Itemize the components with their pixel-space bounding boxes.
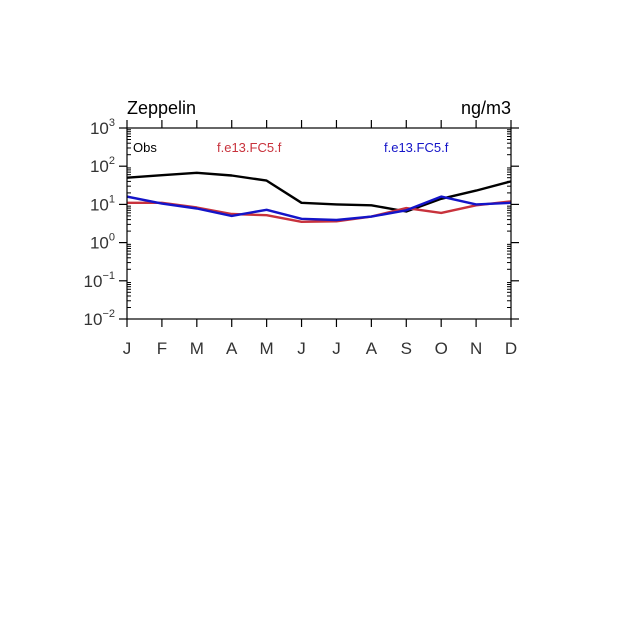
legend-label: Obs (133, 140, 157, 155)
series-lines (126, 171, 512, 224)
x-tick-label: J (297, 339, 306, 358)
y-tick-label: 101 (90, 193, 115, 214)
x-tick-label: F (157, 339, 167, 358)
y-tick-label: 10−1 (84, 270, 115, 291)
x-tick-label: A (226, 339, 238, 358)
y-tick-label: 100 (90, 232, 115, 253)
x-tick-label: M (190, 339, 204, 358)
tick-marks (119, 120, 519, 327)
units-label: ng/m3 (461, 98, 511, 118)
chart-title: Zeppelin (127, 98, 196, 118)
y-tick-label: 10−2 (84, 308, 115, 329)
legend-label: f.e13.FC5.f (384, 140, 449, 155)
legend: Obs f.e13.FC5.f f.e13.FC5.f (133, 140, 449, 155)
x-tick-label: N (470, 339, 482, 358)
y-tick-label: 102 (90, 155, 115, 176)
series-line (126, 195, 512, 222)
x-tick-label: S (401, 339, 412, 358)
x-tick-label: J (123, 339, 132, 358)
y-tick-labels: 103 102 101 100 10−1 10−2 (84, 117, 115, 329)
plot-frame (126, 127, 512, 320)
y-tick-label: 103 (90, 117, 115, 138)
x-tick-label: D (505, 339, 517, 358)
x-tick-label: J (332, 339, 341, 358)
x-tick-label: M (260, 339, 274, 358)
x-tick-label: O (435, 339, 448, 358)
legend-label: f.e13.FC5.f (217, 140, 282, 155)
x-tick-label: A (366, 339, 378, 358)
